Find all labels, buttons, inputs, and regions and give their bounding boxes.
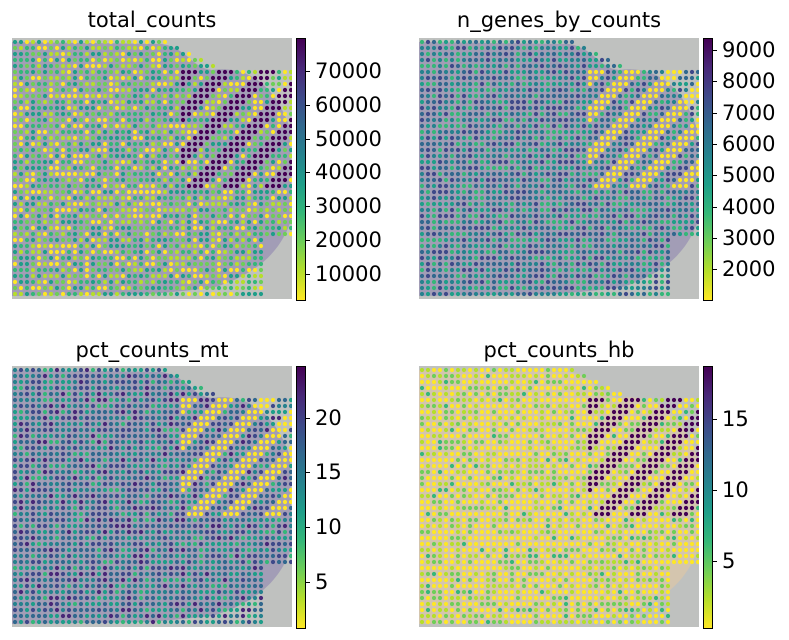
- colorbar-tick: 3000: [713, 227, 775, 249]
- tick-label: 9000: [722, 38, 776, 63]
- panel-title: pct_counts_hb: [483, 338, 635, 362]
- colorbar-tick: 20: [306, 407, 342, 429]
- tick-label: 7000: [722, 100, 776, 125]
- tick-label: 30000: [315, 194, 382, 219]
- panel-title: pct_counts_mt: [75, 338, 229, 362]
- tick-label: 15: [315, 460, 342, 485]
- colorbar-tick: 5: [306, 571, 328, 593]
- colorbar-tick: 8000: [713, 71, 775, 93]
- spot-map: [419, 39, 699, 297]
- tick-label: 4000: [722, 194, 776, 219]
- colorbar-tick: 5000: [713, 165, 775, 187]
- tick-mark: [306, 417, 310, 419]
- colorbar: [703, 38, 713, 301]
- tick-label: 70000: [315, 59, 382, 84]
- tick-mark: [713, 489, 717, 491]
- panel-title: total_counts: [87, 8, 217, 32]
- tick-label: 20: [315, 405, 342, 430]
- tissue-image: [12, 38, 292, 299]
- tick-mark: [306, 581, 310, 583]
- colorbar-tick: 9000: [713, 40, 775, 62]
- colorbar-tick: 7000: [713, 102, 775, 124]
- spot-map: [12, 39, 292, 297]
- colorbar-tick: 20000: [306, 229, 382, 251]
- colorbar-tick: 40000: [306, 162, 382, 184]
- colorbar-tick: 30000: [306, 196, 382, 218]
- tick-label: 50000: [315, 126, 382, 151]
- spot-map: [419, 367, 699, 625]
- tick-mark: [306, 273, 310, 275]
- tick-mark: [713, 560, 717, 562]
- colorbar-tick: 15: [306, 462, 342, 484]
- tick-mark: [713, 50, 717, 52]
- tick-label: 60000: [315, 92, 382, 117]
- tick-label: 10000: [315, 261, 382, 286]
- tick-mark: [306, 206, 310, 208]
- colorbar-tick: 6000: [713, 133, 775, 155]
- tick-label: 15: [722, 407, 749, 432]
- tick-mark: [713, 269, 717, 271]
- tick-label: 10: [722, 477, 749, 502]
- colorbar: [296, 366, 306, 629]
- tick-mark: [713, 237, 717, 239]
- tick-mark: [713, 112, 717, 114]
- colorbar: [703, 366, 713, 629]
- colorbar-tick: 10: [306, 517, 342, 539]
- tick-mark: [306, 172, 310, 174]
- tick-label: 2000: [722, 257, 776, 282]
- tick-mark: [713, 143, 717, 145]
- tissue-image: [12, 366, 292, 627]
- tick-label: 3000: [722, 225, 776, 250]
- tick-mark: [713, 81, 717, 83]
- tick-label: 10: [315, 515, 342, 539]
- tick-mark: [306, 527, 310, 528]
- tick-mark: [306, 104, 310, 106]
- colorbar-tick: 15: [713, 409, 749, 431]
- tissue-image: [419, 366, 699, 627]
- tick-label: 5: [315, 569, 329, 594]
- spot-map: [12, 367, 292, 625]
- tick-label: 6000: [722, 131, 776, 156]
- tick-mark: [306, 71, 310, 73]
- colorbar-tick: 60000: [306, 94, 382, 116]
- tick-mark: [713, 419, 717, 421]
- colorbar-tick: 50000: [306, 128, 382, 150]
- colorbar-tick: 10000: [306, 263, 382, 285]
- tick-label: 20000: [315, 227, 382, 252]
- tick-mark: [306, 239, 310, 241]
- tick-mark: [306, 138, 310, 140]
- colorbar-tick: 5: [713, 550, 735, 572]
- tick-mark: [306, 472, 310, 474]
- colorbar-tick: 10: [713, 479, 749, 501]
- tick-label: 5: [722, 548, 736, 573]
- colorbar: [296, 38, 306, 301]
- panel-title: n_genes_by_counts: [456, 8, 662, 32]
- colorbar-tick: 2000: [713, 259, 775, 281]
- tick-label: 8000: [722, 69, 776, 94]
- colorbar-tick: 70000: [306, 61, 382, 83]
- tissue-image: [419, 38, 699, 299]
- tick-label: 40000: [315, 160, 382, 185]
- tick-label: 5000: [722, 163, 776, 188]
- tick-mark: [713, 175, 717, 177]
- tick-mark: [713, 206, 717, 208]
- colorbar-tick: 4000: [713, 196, 775, 218]
